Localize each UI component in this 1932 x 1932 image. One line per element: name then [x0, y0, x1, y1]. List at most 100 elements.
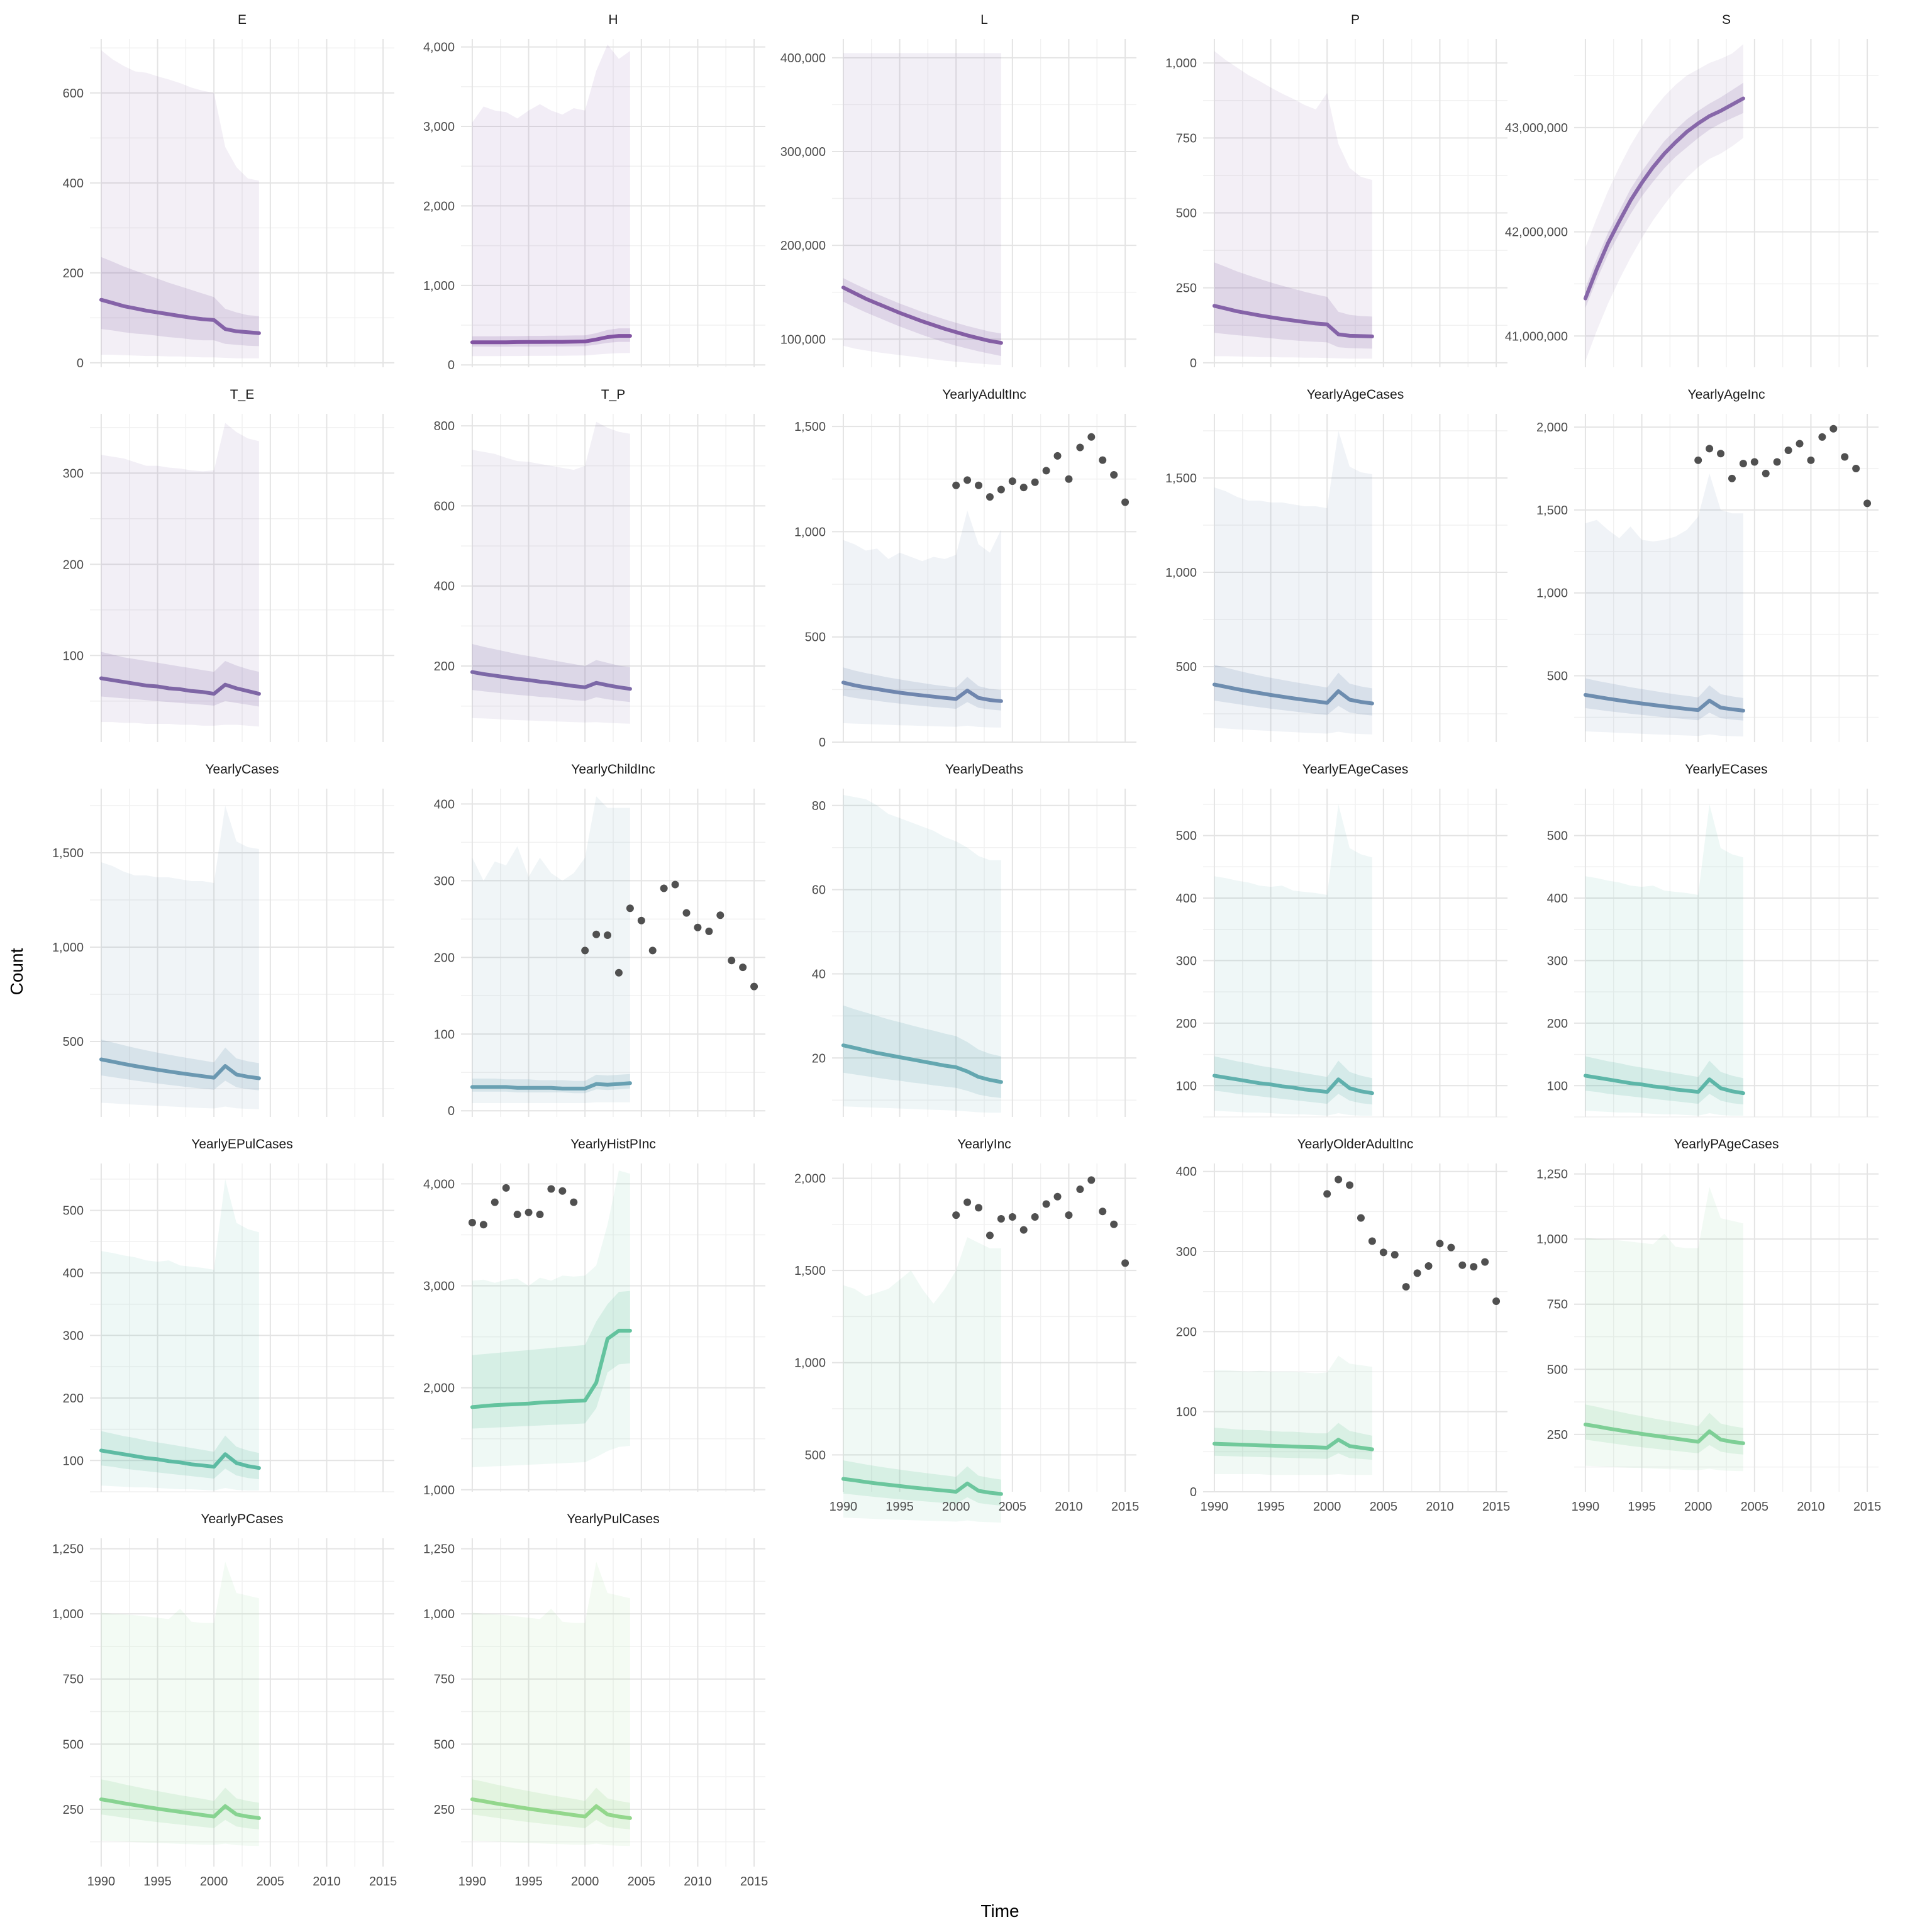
observed-point — [671, 880, 679, 889]
y-tick-label: 500 — [1176, 206, 1197, 220]
y-tick-label: 500 — [805, 1448, 826, 1462]
y-tick-label: 400 — [63, 177, 84, 191]
y-tick-label: 42,000,000 — [1505, 226, 1568, 240]
observed-point — [468, 1219, 476, 1227]
observed-point — [1087, 433, 1096, 441]
y-tick-label: 60 — [812, 884, 826, 897]
y-tick-label: 250 — [434, 1803, 455, 1817]
observed-point — [1335, 1175, 1343, 1184]
observed-point — [694, 923, 702, 931]
y-axis-title: Count — [7, 948, 26, 995]
facet-title: YearlyPCases — [201, 1512, 283, 1526]
y-tick-label: 300 — [63, 1329, 84, 1343]
y-tick-label: 1,000 — [1165, 566, 1197, 580]
y-tick-label: 100 — [1176, 1079, 1197, 1093]
y-tick-label: 600 — [63, 87, 84, 101]
y-tick-label: 250 — [1176, 282, 1197, 296]
y-tick-label: 400 — [434, 580, 455, 594]
facet-panel-YearlyPulCases: YearlyPulCases 250 500 750 1,000 1,250 1990 199… — [423, 1512, 768, 1889]
observed-point — [637, 916, 645, 924]
y-tick-label: 800 — [434, 419, 455, 433]
observed-point — [1424, 1262, 1433, 1270]
x-tick-label: 1995 — [886, 1500, 914, 1514]
observed-point — [1492, 1297, 1501, 1305]
facet-panel-L: L 100,000 200,000 300,000 400,000 — [780, 13, 1136, 367]
outer-interval-band — [1585, 44, 1743, 362]
outer-interval-band — [101, 1562, 259, 1846]
observed-point — [1368, 1237, 1376, 1245]
y-tick-label: 100,000 — [780, 333, 826, 347]
y-tick-label: 400 — [434, 797, 455, 811]
observed-point — [1694, 456, 1702, 464]
observed-point — [1841, 453, 1849, 461]
facet-panel-YearlyInc: YearlyInc 500 1,000 1,500 2,000 1990 1995 2000 2… — [794, 1137, 1139, 1523]
x-tick-label: 2000 — [1313, 1500, 1341, 1514]
inner-interval-band — [843, 667, 1001, 711]
outer-interval-band — [101, 423, 259, 727]
observed-point — [952, 1211, 960, 1219]
observed-point — [739, 963, 747, 972]
y-tick-label: 43,000,000 — [1505, 121, 1568, 135]
median-line — [470, 1328, 632, 1409]
observed-point — [1099, 456, 1107, 464]
y-tick-label: 1,000 — [423, 279, 455, 293]
y-tick-label: 500 — [1547, 670, 1568, 684]
observed-point — [626, 904, 634, 913]
median-line — [470, 334, 632, 345]
y-tick-label: 1,000 — [1165, 57, 1197, 70]
facet-panel-YearlyECases: YearlyECases 100 200 300 400 500 — [1547, 762, 1879, 1118]
observed-point — [1323, 1190, 1331, 1198]
y-tick-label: 750 — [1176, 131, 1197, 145]
y-tick-label: 1,250 — [1536, 1168, 1568, 1182]
observed-point — [1762, 469, 1770, 477]
y-tick-label: 1,500 — [794, 420, 826, 434]
y-tick-label: 0 — [1190, 1485, 1197, 1499]
observed-point — [570, 1198, 578, 1206]
observed-point — [1739, 460, 1747, 468]
facet-title: YearlyDeaths — [945, 762, 1023, 777]
median-line — [99, 1448, 261, 1470]
x-tick-label: 1990 — [458, 1875, 487, 1889]
median-line — [99, 676, 261, 696]
facet-panel-YearlyCases: YearlyCases 500 1,000 1,500 — [52, 762, 394, 1117]
observed-point — [1346, 1181, 1354, 1189]
x-tick-label: 1990 — [1201, 1500, 1229, 1514]
y-tick-label: 1,000 — [794, 525, 826, 539]
x-tick-label: 1990 — [87, 1875, 116, 1889]
observed-point — [1784, 447, 1792, 454]
y-tick-label: 40 — [812, 967, 826, 981]
observed-point — [1008, 477, 1016, 486]
y-tick-label: 1,000 — [794, 1357, 826, 1370]
y-tick-label: 500 — [63, 1738, 84, 1752]
y-tick-label: 41,000,000 — [1505, 330, 1568, 343]
y-tick-label: 200 — [434, 951, 455, 965]
observed-point — [1796, 440, 1804, 448]
facet-title: YearlyPAgeCases — [1674, 1137, 1779, 1152]
y-tick-label: 750 — [63, 1673, 84, 1687]
inner-interval-band — [843, 1005, 1001, 1098]
facet-title: T_E — [230, 387, 255, 402]
facet-title: YearlyAgeInc — [1688, 387, 1765, 402]
y-tick-label: 500 — [805, 631, 826, 645]
observed-point — [1773, 458, 1781, 466]
observed-point — [1402, 1283, 1410, 1291]
facet-title: T_P — [601, 387, 626, 402]
outer-interval-band — [101, 1179, 259, 1491]
x-tick-label: 2015 — [1111, 1500, 1140, 1514]
facet-title: YearlyCases — [205, 762, 279, 777]
x-tick-label: 2010 — [313, 1875, 341, 1889]
x-tick-label: 2010 — [1797, 1500, 1825, 1514]
observed-point — [502, 1184, 510, 1192]
outer-interval-band — [1585, 1187, 1743, 1472]
x-tick-label: 2015 — [1482, 1500, 1511, 1514]
y-tick-label: 100 — [63, 649, 84, 663]
median-line — [841, 1477, 1003, 1496]
y-tick-label: 1,250 — [423, 1543, 455, 1557]
x-tick-label: 1990 — [1572, 1500, 1600, 1514]
y-tick-label: 1,500 — [52, 847, 84, 860]
observed-point — [975, 1204, 983, 1212]
observed-point — [479, 1221, 487, 1229]
facet-title: E — [238, 13, 247, 27]
observed-point — [592, 930, 601, 938]
observed-point — [1110, 471, 1118, 479]
